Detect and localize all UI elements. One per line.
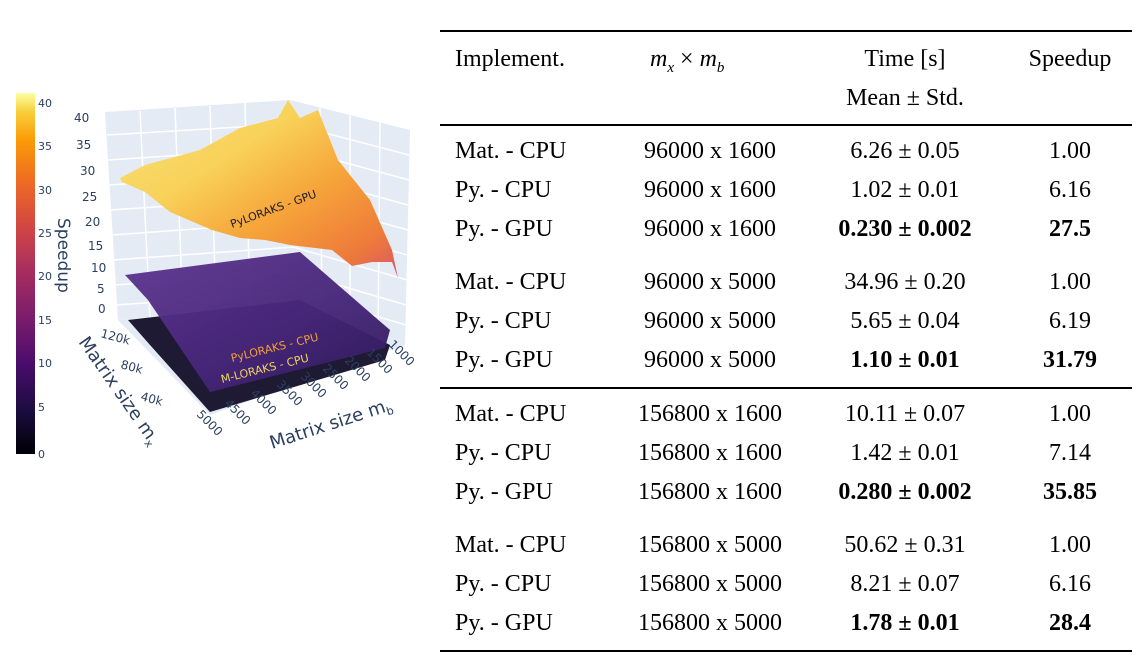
z-axis-label: Speedup	[53, 218, 73, 293]
table-row: Mat. - CPU 156800 x 5000 50.62 ± 0.31 1.00	[455, 532, 1091, 558]
colorbar-ticks: 40 35 30 25 20 15 10 5 0	[38, 97, 52, 461]
header-speedup: Speedup	[1028, 46, 1112, 72]
svg-text:25: 25	[82, 190, 97, 204]
header-time: Time [s]	[864, 46, 946, 72]
bottom-rule	[440, 650, 1132, 652]
table-row: Py. - CPU 156800 x 1600 1.42 ± 0.01 7.14	[455, 440, 1091, 466]
table-row: Py. - CPU 96000 x 5000 5.65 ± 0.04 6.19	[455, 308, 1091, 334]
svg-text:0: 0	[98, 302, 106, 316]
table-row: Py. - GPU 156800 x 5000 1.78 ± 0.01 28.4	[455, 610, 1091, 636]
svg-text:120k: 120k	[99, 326, 132, 347]
plot-canvas: 40 35 30 25 20 15 10 5 0 PyLORAKS - GPU …	[16, 93, 417, 461]
table-row: Py. - GPU 96000 x 5000 1.10 ± 0.01 31.79	[455, 347, 1097, 373]
surface-pyloraks-gpu	[120, 100, 398, 278]
header-time-sub: Mean ± Std.	[846, 85, 964, 111]
svg-text:20: 20	[38, 270, 52, 283]
svg-text:10: 10	[38, 357, 52, 370]
svg-text:40: 40	[38, 97, 52, 110]
colorbar	[16, 93, 35, 454]
header-implementation: Implement.	[455, 46, 565, 72]
svg-text:40k: 40k	[139, 389, 164, 408]
svg-text:10: 10	[91, 261, 106, 275]
svg-text:25: 25	[38, 227, 52, 240]
svg-text:30: 30	[38, 184, 52, 197]
speedup-surface-plot: 40 35 30 25 20 15 10 5 0 PyLORAKS - GPU …	[0, 0, 440, 665]
svg-text:0: 0	[38, 448, 45, 461]
header-matrix-size: mx × mb	[650, 46, 725, 76]
table-row: Py. - CPU 96000 x 1600 1.02 ± 0.01 6.16	[455, 177, 1091, 203]
table-row: Mat. - CPU 96000 x 1600 6.26 ± 0.05 1.00	[455, 138, 1091, 164]
table-row: Mat. - CPU 96000 x 5000 34.96 ± 0.20 1.00	[455, 269, 1091, 295]
svg-text:15: 15	[88, 239, 103, 253]
top-rule	[440, 30, 1132, 32]
svg-text:40: 40	[74, 111, 89, 125]
table-row: Py. - GPU 96000 x 1600 0.230 ± 0.002 27.5	[455, 216, 1091, 242]
svg-text:5: 5	[38, 401, 45, 414]
svg-text:20: 20	[85, 215, 100, 229]
table-row: Py. - GPU 156800 x 1600 0.280 ± 0.002 35.85	[455, 479, 1097, 505]
svg-text:5: 5	[97, 282, 105, 296]
svg-text:5000: 5000	[194, 407, 225, 438]
mid-rule	[440, 387, 1132, 389]
x-axis-ticks: 120k 80k 40k	[99, 326, 164, 408]
table-row: Py. - CPU 156800 x 5000 8.21 ± 0.07 6.16	[455, 571, 1091, 597]
svg-text:15: 15	[38, 314, 52, 327]
y-axis-label: Matrix size mb	[267, 394, 395, 455]
svg-text:35: 35	[76, 138, 91, 152]
header-rule	[440, 124, 1132, 126]
surface-pyloraks-cpu	[125, 252, 390, 392]
svg-text:30: 30	[80, 164, 95, 178]
table-row: Mat. - CPU 156800 x 1600 10.11 ± 0.07 1.00	[455, 401, 1091, 427]
svg-text:35: 35	[38, 140, 52, 153]
svg-text:80k: 80k	[119, 357, 144, 376]
z-axis-ticks: 40 35 30 25 20 15 10 5 0	[74, 111, 106, 316]
